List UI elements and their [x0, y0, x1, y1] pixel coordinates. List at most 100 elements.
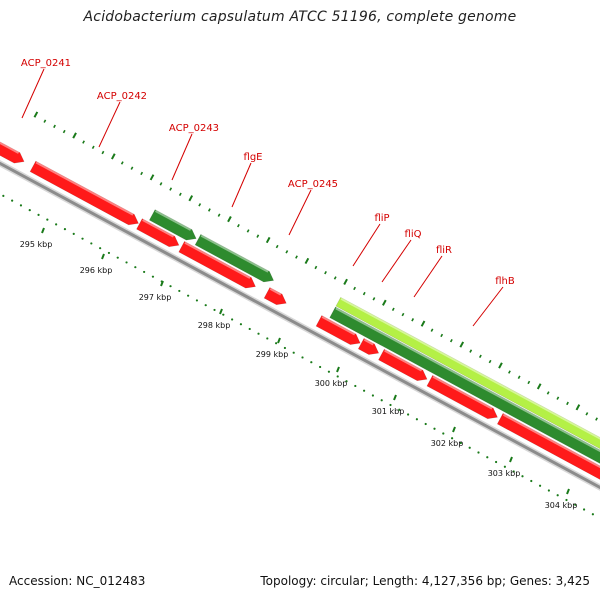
- gene-flagellar-operon: [335, 296, 600, 450]
- map-title: Acidobacterium capsulatum ATCC 51196, co…: [83, 9, 517, 25]
- gene-acp0241-shine: [35, 161, 134, 216]
- gene-flagellar-operon-body: [335, 296, 600, 450]
- tick-mark: [285, 250, 289, 254]
- ruler-dot: [239, 323, 243, 326]
- tick-mark: [159, 182, 163, 186]
- tick-mark: [304, 257, 310, 265]
- tick-mark: [362, 291, 366, 296]
- ruler-dot: [371, 394, 375, 397]
- ruler-dot: [283, 346, 287, 350]
- tick-mark: [82, 140, 85, 144]
- ruler-dot: [301, 356, 304, 359]
- tick-mark: [459, 341, 465, 348]
- tick-label: 298 kbp: [198, 321, 231, 330]
- tick-mark: [33, 111, 39, 118]
- backbone-shadow: [0, 160, 600, 491]
- ruler-dot: [442, 432, 445, 435]
- ruler-dot: [415, 418, 418, 421]
- gene-acp0241: [29, 160, 139, 226]
- tick-mark: [198, 203, 202, 207]
- tick-mark: [149, 174, 155, 181]
- gene-flge-red-shine: [269, 287, 282, 296]
- ruler-dot: [116, 256, 119, 259]
- ruler-dot: [266, 337, 269, 340]
- tick-mark: [62, 129, 66, 134]
- gene-flhb-red: [496, 413, 600, 480]
- tick-mark: [420, 320, 426, 327]
- tick-mark: [256, 234, 260, 238]
- ruler-dot: [327, 370, 331, 373]
- ruler-dot: [204, 304, 207, 307]
- ruler-dot: [46, 218, 49, 221]
- ruler-major-tick: [101, 253, 105, 260]
- tick-mark: [566, 401, 569, 406]
- tick-mark: [130, 166, 134, 170]
- ruler-dot: [450, 437, 454, 440]
- ruler-dot: [178, 289, 181, 293]
- gene-fliq-red: [378, 348, 428, 382]
- ruler-major-tick: [393, 394, 397, 401]
- tick-mark: [575, 404, 581, 411]
- gene-flhb-red-shine: [502, 413, 600, 469]
- ruler-dot: [591, 513, 594, 516]
- backbone-group: [0, 160, 600, 491]
- tick-mark: [353, 286, 356, 291]
- ruler-dot: [143, 270, 146, 274]
- tick-mark: [188, 195, 194, 202]
- ruler-dot: [389, 403, 392, 407]
- ruler-dot: [521, 475, 524, 478]
- gene-flge-red: [263, 287, 287, 306]
- tick-mark: [508, 370, 511, 374]
- ruler-dot: [187, 294, 190, 297]
- tick-mark: [101, 150, 105, 155]
- tick-marks-outer: [33, 111, 598, 421]
- gene-fli-green: [329, 306, 600, 464]
- ruler-dot: [459, 441, 462, 445]
- tick-label: 304 kbp: [545, 501, 578, 510]
- ruler-dot: [81, 237, 84, 240]
- gene-label-leader: [352, 223, 381, 267]
- gene-acp0242: [136, 218, 180, 248]
- ruler-dot: [222, 313, 225, 316]
- gene-acp0242-shine: [142, 219, 174, 238]
- ruler-dot: [90, 242, 93, 245]
- tick-mark: [391, 307, 395, 312]
- tick-mark: [469, 349, 473, 353]
- tick-mark: [246, 229, 250, 233]
- backbone-line: [0, 161, 600, 490]
- ruler-major-tick: [509, 456, 513, 463]
- ruler-dot: [319, 365, 322, 369]
- gene-acp0245: [315, 315, 361, 345]
- tick-mark: [227, 216, 232, 223]
- gene-flagellar-operon-shine: [340, 297, 600, 440]
- ruler-dot: [574, 503, 577, 506]
- ruler-dot: [530, 479, 533, 483]
- gene-acp0243: [178, 241, 256, 289]
- ruler-dot: [336, 375, 339, 378]
- tick-mark: [449, 338, 453, 343]
- tick-mark: [517, 375, 521, 379]
- tick-label: 295 kbp: [20, 240, 53, 249]
- ruler-dot: [19, 204, 23, 207]
- tick-mark: [72, 132, 77, 139]
- flip-label: fliP: [374, 213, 389, 224]
- ruler-dot: [72, 232, 75, 236]
- ruler-dot: [55, 223, 58, 226]
- tick-mark: [401, 312, 405, 317]
- tick-mark: [585, 412, 589, 416]
- tick-mark: [237, 223, 240, 228]
- tick-label: 302 kbp: [431, 439, 464, 448]
- ruler-dot: [556, 494, 559, 497]
- ruler-dot: [292, 351, 295, 354]
- gene-acp0240-body: [0, 141, 25, 164]
- gene-acp0245-body: [315, 315, 361, 345]
- ruler-dot: [107, 251, 111, 255]
- tick-label: 303 kbp: [488, 469, 521, 478]
- ruler-dot: [433, 427, 436, 430]
- tick-mark: [556, 396, 560, 400]
- ruler-dot: [248, 327, 251, 331]
- tick-mark: [217, 213, 221, 217]
- tick-mark: [333, 276, 337, 280]
- ruler-dot: [151, 275, 155, 278]
- acp-0245-label: ACP_0245: [288, 179, 338, 190]
